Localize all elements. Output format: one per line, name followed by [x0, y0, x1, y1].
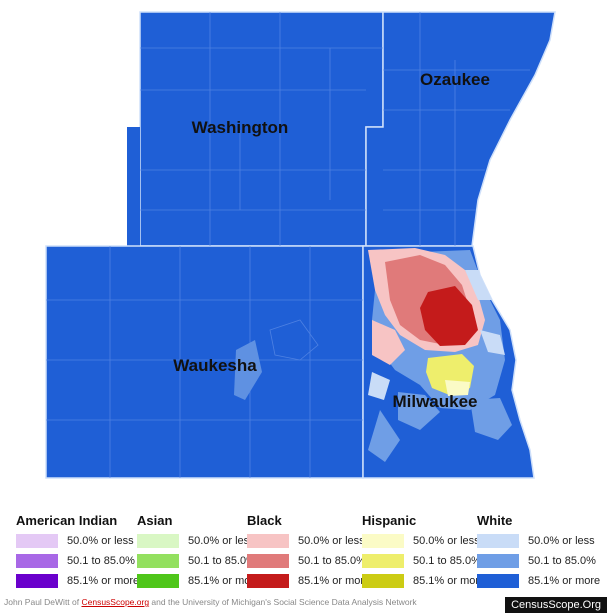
- legend-row: 50.0% or less: [362, 531, 485, 551]
- legend-label: 50.1 to 85.0%: [413, 555, 481, 567]
- legend-label: 85.1% or more: [188, 575, 261, 587]
- legend-swatch: [477, 574, 519, 588]
- legend-swatch: [247, 574, 289, 588]
- legend-label: 50.0% or less: [528, 535, 595, 547]
- legend-label: 85.1% or more: [67, 575, 140, 587]
- legend-title: White: [477, 513, 513, 528]
- milwaukee-tracts: [368, 248, 512, 462]
- legend-swatch: [137, 554, 179, 568]
- legend-label: 85.1% or more: [413, 575, 486, 587]
- legend-title: American Indian: [16, 513, 118, 528]
- legend-label: 50.0% or less: [67, 535, 134, 547]
- ozaukee-county: [365, 11, 556, 247]
- credit-line: John Paul DeWitt of CensusScope.org and …: [4, 597, 417, 607]
- legend-swatch: [137, 574, 179, 588]
- legend-row: 85.1% or more: [247, 571, 370, 591]
- census-map: Washington Ozaukee Waukesha Milwaukee: [45, 11, 556, 479]
- legend-row: 85.1% or more: [137, 571, 260, 591]
- legend-label: 50.1 to 85.0%: [67, 555, 135, 567]
- legend-row: 85.1% or more: [16, 571, 139, 591]
- legend-label: 50.1 to 85.0%: [298, 555, 366, 567]
- legend-label: 50.0% or less: [188, 535, 255, 547]
- legend-group: White 50.0% or less 50.1 to 85.0% 85.1% or …: [477, 513, 600, 591]
- legend-label: 50.0% or less: [298, 535, 365, 547]
- legend-swatch: [16, 574, 58, 588]
- legend-label: 50.1 to 85.0%: [528, 555, 596, 567]
- legend-swatch: [247, 534, 289, 548]
- tract-lines: [46, 12, 530, 478]
- legend-swatch: [16, 534, 58, 548]
- censusscope-link[interactable]: CensusScope.org: [81, 597, 150, 607]
- legend-label: 85.1% or more: [298, 575, 371, 587]
- legend-row: 85.1% or more: [362, 571, 485, 591]
- county-label-washington: Washington: [192, 118, 289, 137]
- legend-group: Black 50.0% or less 50.1 to 85.0% 85.1% or …: [247, 513, 370, 591]
- legend-label: 85.1% or more: [528, 575, 601, 587]
- legend-swatch: [362, 574, 404, 588]
- legend-row: 50.0% or less: [247, 531, 370, 551]
- legend-row: 50.0% or less: [16, 531, 139, 551]
- legend-swatch: [477, 534, 519, 548]
- county-label-milwaukee: Milwaukee: [392, 392, 477, 411]
- legend-group: Asian 50.0% or less 50.1 to 85.0% 85.1% or …: [137, 513, 260, 591]
- legend-group: Hispanic 50.0% or less 50.1 to 85.0% 85.1% …: [362, 513, 485, 591]
- legend-row: 50.1 to 85.0%: [477, 551, 600, 571]
- legend-label: 50.0% or less: [413, 535, 480, 547]
- legend-row: 50.1 to 85.0%: [16, 551, 139, 571]
- legend-swatch: [477, 554, 519, 568]
- legend-swatch: [362, 554, 404, 568]
- legend-row: 50.0% or less: [137, 531, 260, 551]
- censusscope-badge: CensusScope.Org: [505, 597, 607, 613]
- legend-swatch: [247, 554, 289, 568]
- legend-title: Hispanic: [362, 513, 417, 528]
- map-legend: American Indian 50.0% or less 50.1 to 85.0…: [0, 506, 611, 596]
- legend-label: 50.1 to 85.0%: [188, 555, 256, 567]
- legend-title: Asian: [137, 513, 173, 528]
- county-label-ozaukee: Ozaukee: [420, 70, 490, 89]
- legend-swatch: [362, 534, 404, 548]
- legend-group: American Indian 50.0% or less 50.1 to 85.0…: [16, 513, 139, 591]
- legend-row: 50.0% or less: [477, 531, 600, 551]
- legend-swatch: [16, 554, 58, 568]
- legend-title: Black: [247, 513, 282, 528]
- county-label-waukesha: Waukesha: [173, 356, 257, 375]
- legend-row: 50.1 to 85.0%: [137, 551, 260, 571]
- washington-west-extension: [127, 127, 140, 246]
- legend-row: 50.1 to 85.0%: [247, 551, 370, 571]
- legend-row: 85.1% or more: [477, 571, 600, 591]
- legend-swatch: [137, 534, 179, 548]
- legend-row: 50.1 to 85.0%: [362, 551, 485, 571]
